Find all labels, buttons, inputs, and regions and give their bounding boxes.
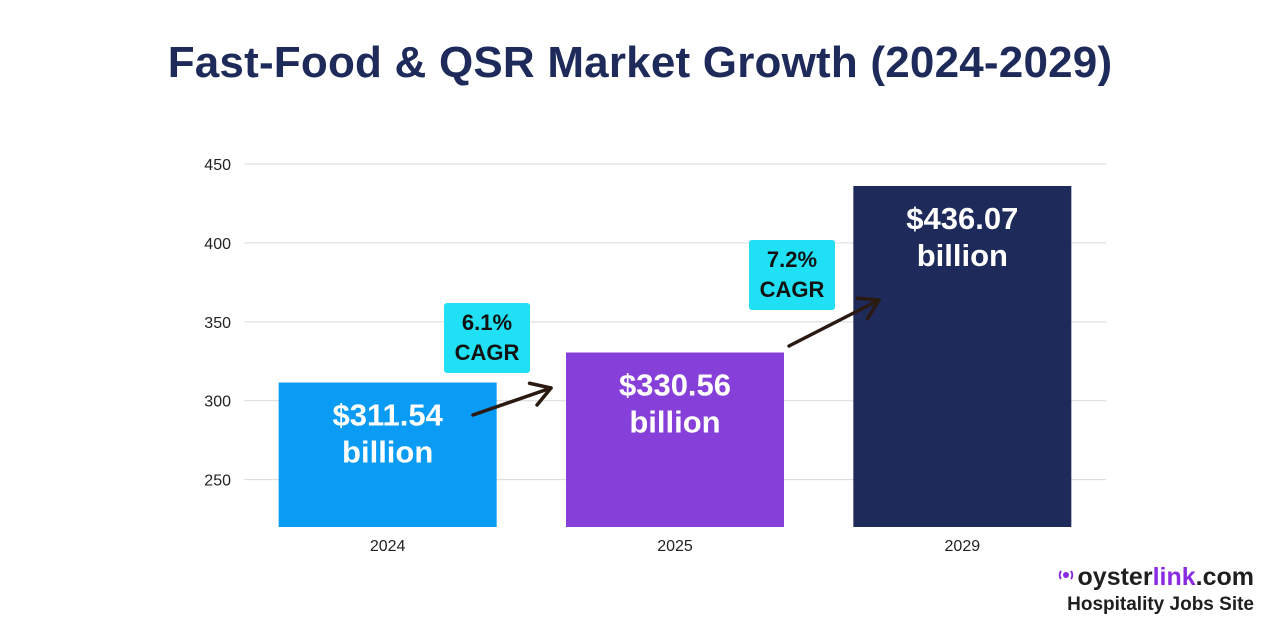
- cagr-label: CAGR: [455, 340, 520, 365]
- bar: [278, 382, 497, 527]
- bar-value-label: billion: [629, 405, 720, 440]
- y-tick-label: 450: [204, 157, 231, 174]
- x-tick-label: 2024: [370, 538, 406, 555]
- y-tick-label: 250: [204, 473, 231, 490]
- bar-value-label: billion: [917, 238, 1008, 273]
- brand-suffix: .com: [1195, 563, 1254, 591]
- brand-wordmark: oysterlink.com: [1014, 562, 1254, 592]
- bar-value-label: billion: [342, 435, 433, 470]
- brand-accent: link: [1152, 563, 1196, 591]
- x-tick-label: 2025: [657, 538, 693, 555]
- y-tick-label: 350: [204, 315, 231, 332]
- cagr-arrow: [787, 298, 881, 348]
- signal-icon: [1058, 570, 1073, 580]
- cagr-arrow-head: [527, 381, 553, 407]
- brand-tagline: Hospitality Jobs Site: [1067, 594, 1254, 615]
- y-tick-label: 400: [204, 236, 231, 253]
- cagr-arrow: [471, 386, 553, 417]
- cagr-badge: [444, 303, 530, 373]
- bar-value-label: $311.54: [332, 398, 443, 433]
- cagr-label: CAGR: [760, 277, 825, 302]
- bar-value-label: $436.07: [906, 201, 1018, 236]
- bar: [566, 352, 784, 527]
- x-tick-label: 2029: [945, 538, 981, 555]
- brand-prefix: oyster: [1077, 563, 1153, 591]
- chart-title: Fast-Food & QSR Market Growth (2024-2029…: [167, 38, 1113, 87]
- bar-value-label: $330.56: [619, 368, 731, 403]
- bar: [853, 185, 1072, 527]
- y-tick-label: 300: [204, 394, 231, 411]
- cagr-label: 7.2%: [767, 247, 817, 272]
- cagr-badge: [749, 240, 835, 310]
- cagr-arrow-head: [855, 296, 881, 321]
- cagr-label: 6.1%: [462, 310, 512, 335]
- brand-logo: oysterlink.com Hospitality Jobs Site: [1014, 562, 1254, 616]
